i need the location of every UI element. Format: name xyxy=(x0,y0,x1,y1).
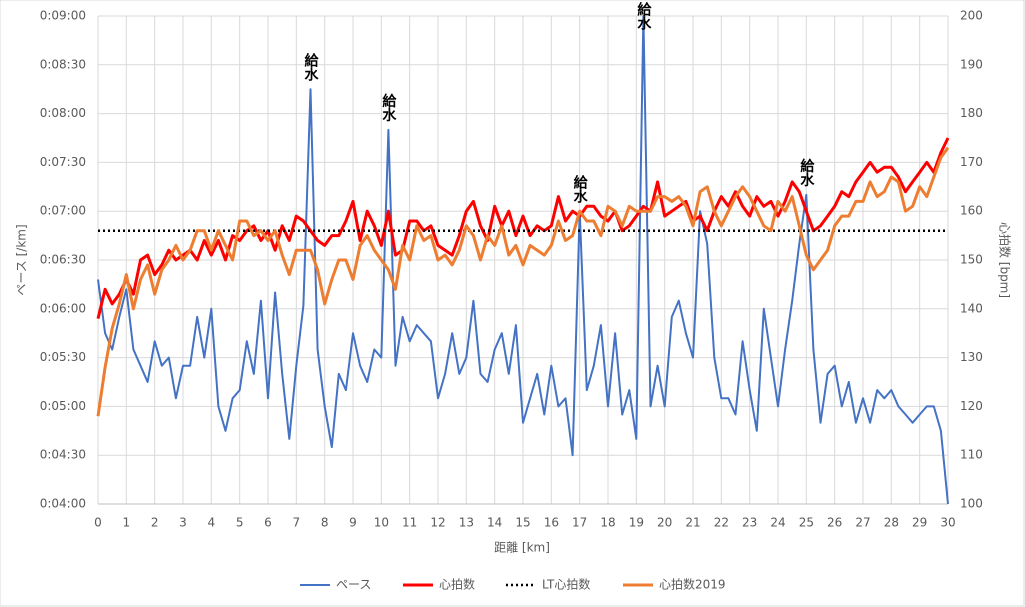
x-tick-label: 18 xyxy=(600,516,615,530)
y-tick-label: 0:08:30 xyxy=(40,57,86,71)
legend-label: LT心拍数 xyxy=(542,577,590,592)
y2-axis-title: 心拍数 [bpm] xyxy=(998,222,1013,298)
x-tick-label: 15 xyxy=(515,516,530,530)
y-tick-label: 0:06:30 xyxy=(40,253,86,267)
y-tick-label: 0:07:30 xyxy=(40,155,86,169)
y2-tick-label: 170 xyxy=(960,155,983,169)
x-tick-label: 19 xyxy=(629,516,644,530)
x-tick-label: 28 xyxy=(884,516,899,530)
x-tick-label: 6 xyxy=(264,516,272,530)
x-axis-title: 距離 [km] xyxy=(494,541,550,555)
y2-tick-label: 140 xyxy=(960,301,983,315)
legend-label: ペース xyxy=(336,578,371,592)
x-tick-label: 8 xyxy=(321,516,329,530)
y2-tick-label: 190 xyxy=(960,57,983,71)
y2-tick-label: 200 xyxy=(960,9,983,23)
series-line xyxy=(96,137,950,319)
x-tick-label: 1 xyxy=(123,516,131,530)
x-tick-label: 4 xyxy=(208,516,216,530)
x-tick-label: 25 xyxy=(799,516,814,530)
x-tick-label: 7 xyxy=(293,516,301,530)
y-tick-label: 0:07:00 xyxy=(40,204,86,218)
y2-tick-label: 130 xyxy=(960,350,983,364)
y2-tick-label: 120 xyxy=(960,399,983,413)
x-tick-label: 30 xyxy=(940,516,955,530)
x-tick-label: 21 xyxy=(685,516,700,530)
x-tick-label: 11 xyxy=(402,516,417,530)
x-tick-label: 9 xyxy=(349,516,357,530)
x-tick-label: 24 xyxy=(770,516,785,530)
x-tick-label: 13 xyxy=(459,516,474,530)
annotation: 給水 xyxy=(798,158,814,188)
y-tick-label: 0:09:00 xyxy=(40,9,86,23)
x-tick-label: 23 xyxy=(742,516,757,530)
x-tick-label: 17 xyxy=(572,516,587,530)
y2-tick-label: 180 xyxy=(960,106,983,120)
x-tick-label: 12 xyxy=(430,516,445,530)
x-tick-label: 22 xyxy=(714,516,729,530)
x-tick-label: 16 xyxy=(544,516,559,530)
x-tick-label: 3 xyxy=(179,516,187,530)
x-tick-label: 26 xyxy=(827,516,842,530)
y-tick-label: 0:08:00 xyxy=(40,106,86,120)
y2-tick-label: 160 xyxy=(960,204,983,218)
y-tick-label: 0:05:30 xyxy=(40,350,86,364)
x-tick-label: 10 xyxy=(374,516,389,530)
x-tick-label: 2 xyxy=(151,516,159,530)
y-tick-label: 0:06:00 xyxy=(40,301,86,315)
legend-label: 心拍数2019 xyxy=(659,577,726,592)
x-tick-label: 27 xyxy=(855,516,870,530)
x-tick-label: 29 xyxy=(912,516,927,530)
x-tick-label: 5 xyxy=(236,516,244,530)
y2-tick-label: 110 xyxy=(960,448,983,462)
y-tick-label: 0:04:00 xyxy=(40,497,86,511)
y-axis-title: ペース [/km] xyxy=(15,224,29,295)
series-line xyxy=(97,15,949,505)
series-line xyxy=(96,146,950,417)
x-tick-label: 14 xyxy=(487,516,502,530)
y-tick-label: 0:05:00 xyxy=(40,399,86,413)
y2-tick-label: 150 xyxy=(960,253,983,267)
annotation: 給水 xyxy=(380,93,396,123)
y2-tick-label: 100 xyxy=(960,497,983,511)
x-tick-label: 20 xyxy=(657,516,672,530)
annotation: 給水 xyxy=(635,1,651,31)
annotation: 給水 xyxy=(303,53,319,83)
annotation: 給水 xyxy=(572,175,588,205)
x-tick-label: 0 xyxy=(94,516,102,530)
legend-label: 心拍数 xyxy=(439,577,475,592)
y-tick-label: 0:04:30 xyxy=(40,448,86,462)
